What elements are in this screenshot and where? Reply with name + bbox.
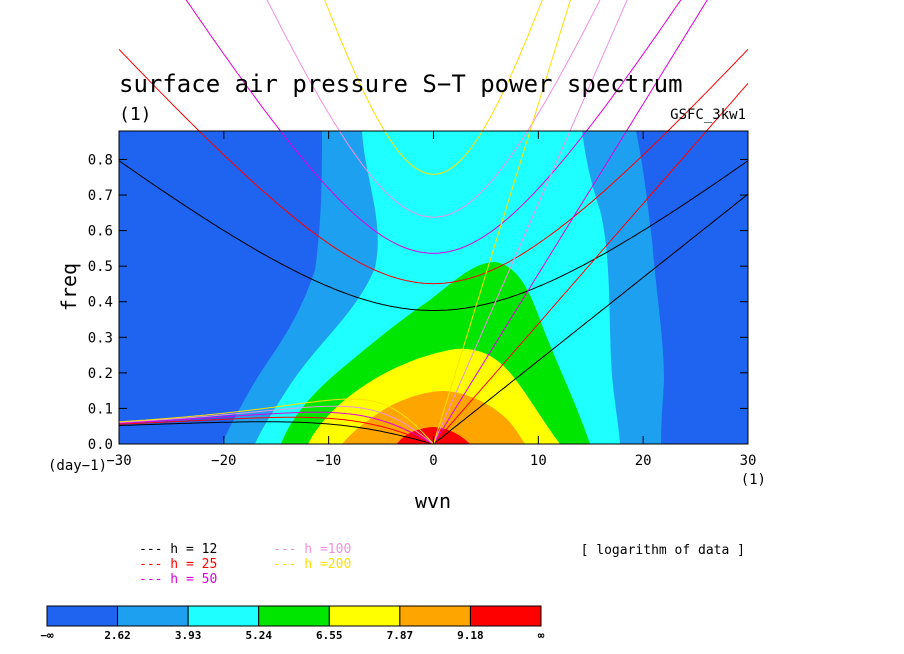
colorbar-swatch — [117, 605, 189, 627]
dispersion-curve-igw — [118, 160, 749, 311]
axes: −30 −20 −10 0 10 20 30 0.0 0.1 0.2 0.3 0.4 0.5 0.6 0.7… — [88, 131, 757, 469]
x-tick-label: −10 — [316, 453, 341, 469]
legend-item: --- h = 12 — [139, 542, 217, 557]
y-axis-title: freq — [57, 263, 81, 311]
colorbar-label: 6.55 — [316, 629, 343, 642]
title-unit: (1) — [119, 104, 152, 125]
colorbar-label: 2.62 — [104, 629, 131, 642]
y-tick-label: 0.0 — [88, 437, 113, 453]
dispersion-curve-rossby — [119, 416, 434, 444]
y-axis-unit: (day−1) — [48, 458, 107, 474]
y-tick-label: 0.7 — [88, 188, 113, 204]
chart-title: surface air pressure S−T power spectrum — [119, 70, 683, 98]
curve-legend: --- h = 12--- h = 25--- h = 50 --- h =100… — [139, 542, 351, 587]
contour-field — [119, 131, 748, 444]
dispersion-curve-rossby — [119, 398, 434, 444]
legend-item: --- h = 25 — [139, 557, 217, 572]
contour-level-7 — [397, 427, 470, 444]
x-tick-label: 20 — [635, 453, 652, 469]
colorbar-label: −∞ — [40, 629, 54, 642]
dispersion-curve-igw — [324, 0, 543, 175]
colorbar-label: 9.18 — [457, 629, 484, 642]
dispersion-curve-kelvin — [433, 193, 749, 445]
colorbar-swatch — [46, 605, 119, 627]
x-axis-title: wvn — [415, 489, 451, 513]
dispersion-curves — [118, 0, 749, 445]
dispersion-curve-kelvin — [433, 82, 749, 445]
x-tick-label: 0 — [429, 453, 437, 469]
colorbar-swatch — [399, 605, 471, 627]
dispersion-curve-kelvin — [433, 0, 628, 445]
x-tick-label: 10 — [530, 453, 547, 469]
dispersion-curve-rossby — [119, 411, 434, 444]
data-note: [ logarithm of data ] — [581, 543, 745, 558]
dispersion-curve-igw — [118, 48, 749, 285]
legend-item: --- h = 50 — [139, 572, 217, 587]
colorbar-swatch — [258, 605, 330, 627]
y-tick-label: 0.8 — [88, 152, 113, 168]
dispersion-curve-igw — [266, 0, 601, 218]
colorbar-label: ∞ — [538, 629, 545, 642]
colorbar-label: 5.24 — [245, 629, 272, 642]
colorbar-label: 3.93 — [175, 629, 202, 642]
dataset-label: GSFC_3kw1 — [670, 107, 746, 123]
colorbar-swatch — [187, 605, 260, 627]
x-axis-unit: (1) — [741, 472, 766, 488]
legend-item: --- h =100 — [273, 542, 351, 557]
y-tick-label: 0.2 — [88, 366, 113, 382]
dispersion-curve-rossby — [119, 405, 434, 444]
y-tick-label: 0.3 — [88, 330, 113, 346]
legend-item: --- h =200 — [273, 557, 351, 572]
colorbar-swatch — [469, 605, 542, 627]
dispersion-curve-rossby — [119, 421, 434, 444]
colorbar: −∞ 2.62 3.93 5.24 6.55 7.87 9.18 ∞ — [40, 605, 545, 642]
x-tick-label: −20 — [211, 453, 236, 469]
contour-level-6 — [342, 391, 525, 444]
colorbar-label: 7.87 — [387, 629, 414, 642]
x-tick-label: −30 — [106, 453, 131, 469]
dispersion-curve-kelvin — [433, 0, 708, 445]
y-tick-label: 0.4 — [88, 295, 113, 311]
y-tick-label: 0.5 — [88, 259, 113, 275]
x-tick-label: 30 — [740, 453, 757, 469]
y-tick-label: 0.6 — [88, 224, 113, 240]
y-tick-label: 0.1 — [88, 401, 113, 417]
colorbar-swatch — [328, 605, 401, 627]
dispersion-curve-kelvin — [433, 0, 571, 445]
dispersion-curve-igw — [185, 0, 682, 254]
